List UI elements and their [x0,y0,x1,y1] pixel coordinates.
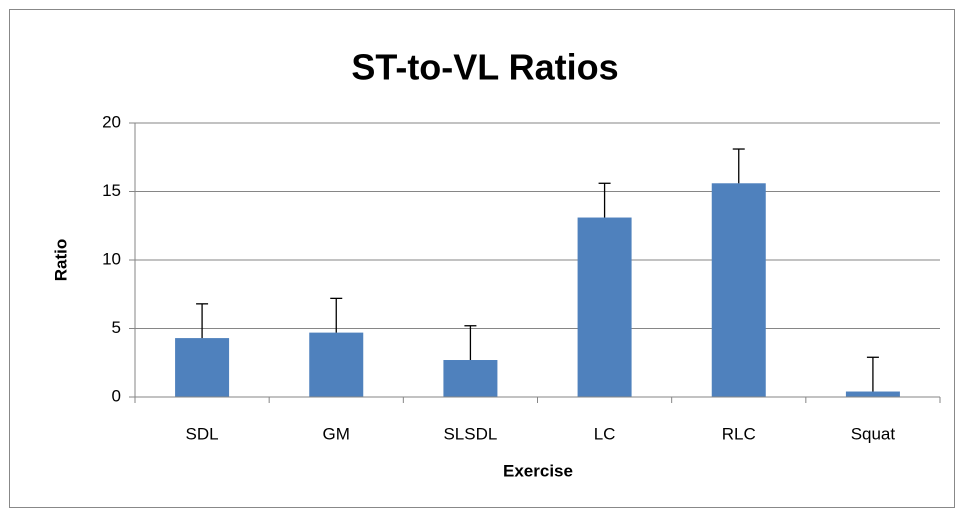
x-tick-label: RLC [722,424,756,443]
error-bar [732,148,745,184]
chart-frame [9,9,955,508]
chart-title: ST-to-VL Ratios [351,47,618,88]
error-bar [196,303,209,339]
bar [577,217,632,397]
x-tick-label: LC [594,424,616,443]
x-tick-label: Squat [851,424,896,443]
bar [845,391,900,397]
bar [175,338,230,397]
y-tick-label: 20 [102,112,121,131]
x-tick-label: SDL [186,424,219,443]
x-tick-label: GM [323,424,350,443]
error-bar [866,356,879,392]
bar [309,332,364,397]
x-axis-title: Exercise [503,461,573,480]
y-tick-label: 5 [112,318,121,337]
error-bar [464,325,477,361]
y-tick-label: 10 [102,249,121,268]
error-bar [598,182,611,218]
y-tick-label: 15 [102,181,121,200]
y-tick-label: 0 [112,386,121,405]
bar [443,360,498,397]
bar [711,183,766,397]
y-axis-title: Ratio [51,239,70,282]
x-tick-label: SLSDL [443,424,497,443]
error-bar [330,297,343,333]
